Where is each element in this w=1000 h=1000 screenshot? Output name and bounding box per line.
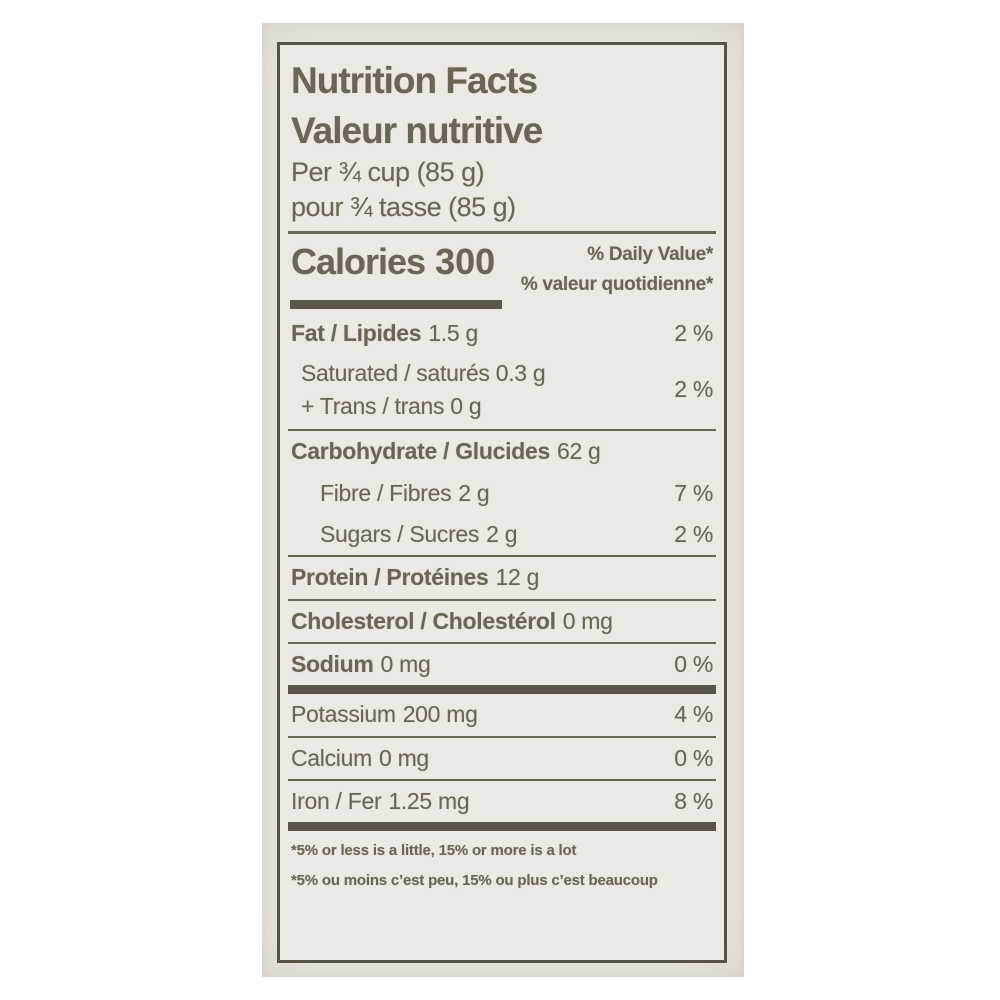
calories-value: 300 — [435, 241, 496, 283]
nutrient-row-fibre: Fibre / Fibres 2 g 7 % — [291, 473, 713, 514]
nutrient-daily-value: 2 % — [674, 320, 713, 347]
saturated-line: Saturated / saturés 0.3 g — [301, 359, 546, 386]
calories-word: Calories — [291, 241, 426, 283]
nutrient-row-fat: Fat / Lipides 1.5 g 2 % — [291, 309, 713, 354]
trans-line: + Trans / trans 0 g — [301, 392, 482, 419]
nutrient-row-saturated-trans: Saturated / saturés 0.3 g + Trans / tran… — [291, 355, 713, 430]
nutrient-amount: 1.5 g — [428, 320, 478, 347]
section-divider — [288, 555, 716, 558]
nutrition-facts-title-fr: Valeur nutritive — [291, 110, 543, 152]
section-divider — [288, 779, 716, 782]
calories-row: Calories 300 % Daily Value* % valeur quot… — [291, 240, 713, 299]
nutrient-name: Sugars / Sucres — [320, 520, 480, 547]
nutrient-name: Fibre / Fibres — [320, 479, 452, 506]
section-divider — [288, 735, 716, 738]
nutrient-row-calcium: Calcium 0 mg 0 % — [291, 738, 713, 779]
nutrient-row-carbohydrate: Carbohydrate / Glucides 62 g — [291, 431, 713, 472]
nutrient-name: Potassium — [291, 701, 396, 728]
nutrient-amount: 62 g — [556, 438, 601, 465]
nutrient-name: Protein / Protéines — [291, 564, 489, 591]
nutrient-amount: 1.25 mg — [388, 788, 470, 815]
nutrient-daily-value: 7 % — [674, 479, 713, 506]
package-photo-background: Nutrition Facts Valeur nutritive Per ¾ c… — [262, 23, 744, 977]
nutrient-row-sugars: Sugars / Sucres 2 g 2 % — [291, 514, 713, 555]
nutrient-amount: 2 g — [458, 479, 490, 506]
nutrient-amount: 200 mg — [402, 701, 478, 728]
nutrient-row-iron: Iron / Fer 1.25 mg 8 % — [291, 781, 713, 822]
footnote-block: *5% or less is a little, 15% or more is … — [291, 836, 713, 895]
nutrient-amount: 0 mg — [562, 607, 613, 634]
nutrient-daily-value: 8 % — [674, 788, 713, 815]
nutrient-daily-value: 0 % — [674, 651, 713, 677]
nutrient-amount: 2 g — [486, 520, 518, 547]
serving-size-fr: pour ¾ tasse (85 g) — [291, 192, 516, 223]
section-divider — [288, 429, 716, 432]
nutrient-daily-value: 2 % — [674, 520, 713, 547]
thick-divider — [288, 685, 716, 695]
daily-value-header-en: % Daily Value* — [587, 244, 713, 266]
nutrient-daily-value: 4 % — [674, 701, 713, 728]
nutrient-name: Fat / Lipides — [291, 320, 422, 347]
nutrient-row-protein: Protein / Protéines 12 g — [291, 557, 713, 598]
nutrient-daily-value: 0 % — [674, 744, 713, 771]
nutrition-facts-title-en: Nutrition Facts — [291, 60, 538, 101]
footnote-en: *5% or less is a little, 15% or more is … — [291, 842, 577, 860]
thick-divider — [288, 822, 716, 832]
section-divider — [288, 598, 716, 601]
serving-divider — [288, 231, 716, 235]
nutrient-row-sodium: Sodium 0 mg 0 % — [291, 644, 713, 685]
nutrient-amount: 12 g — [495, 564, 540, 591]
saturated-trans-lines: Saturated / saturés 0.3 g + Trans / tran… — [291, 357, 546, 424]
nutrient-row-cholesterol: Cholesterol / Cholestérol 0 mg — [291, 601, 713, 642]
nutrient-name: Sodium — [291, 651, 374, 677]
daily-value-header: % Daily Value* % valeur quotidienne* — [521, 240, 713, 299]
section-divider — [288, 642, 716, 644]
nutrient-row-potassium: Potassium 200 mg 4 % — [291, 694, 713, 735]
calories-label: Calories 300 — [291, 240, 495, 283]
daily-value-header-fr: % valeur quotidienne* — [520, 273, 713, 295]
nutrient-daily-value: 2 % — [674, 376, 713, 403]
nutrient-amount: 0 mg — [378, 744, 429, 771]
calories-underline-bar — [290, 300, 502, 310]
nutrient-name: Calcium — [291, 744, 372, 771]
nutrition-facts-label: Nutrition Facts Valeur nutritive Per ¾ c… — [277, 42, 727, 963]
nutrient-name: Carbohydrate / Glucides — [291, 438, 550, 465]
nutrient-amount: 0 mg — [380, 651, 431, 677]
nutrient-name: Cholesterol / Cholestérol — [291, 607, 556, 634]
nutrient-name: Iron / Fer — [291, 788, 382, 815]
footnote-fr: *5% ou moins c’est peu, 15% ou plus c’es… — [291, 871, 658, 889]
serving-size-en: Per ¾ cup (85 g) — [291, 157, 485, 188]
